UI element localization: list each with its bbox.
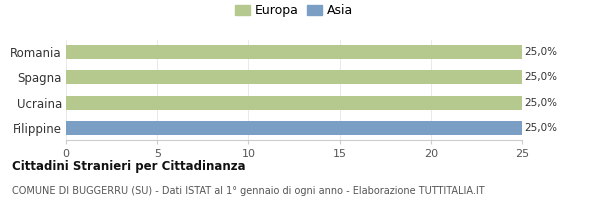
Text: 25,0%: 25,0% [525,98,558,108]
Bar [66,45,522,59]
Text: 25,0%: 25,0% [525,72,558,82]
Bar [66,96,522,110]
Bar [66,70,522,84]
Text: COMUNE DI BUGGERRU (SU) - Dati ISTAT al 1° gennaio di ogni anno - Elaborazione T: COMUNE DI BUGGERRU (SU) - Dati ISTAT al … [12,186,485,196]
Bar [66,121,522,135]
Legend: Europa, Asia: Europa, Asia [235,4,353,17]
Text: 25,0%: 25,0% [525,47,558,57]
Text: Cittadini Stranieri per Cittadinanza: Cittadini Stranieri per Cittadinanza [12,160,245,173]
Text: 25,0%: 25,0% [525,123,558,133]
